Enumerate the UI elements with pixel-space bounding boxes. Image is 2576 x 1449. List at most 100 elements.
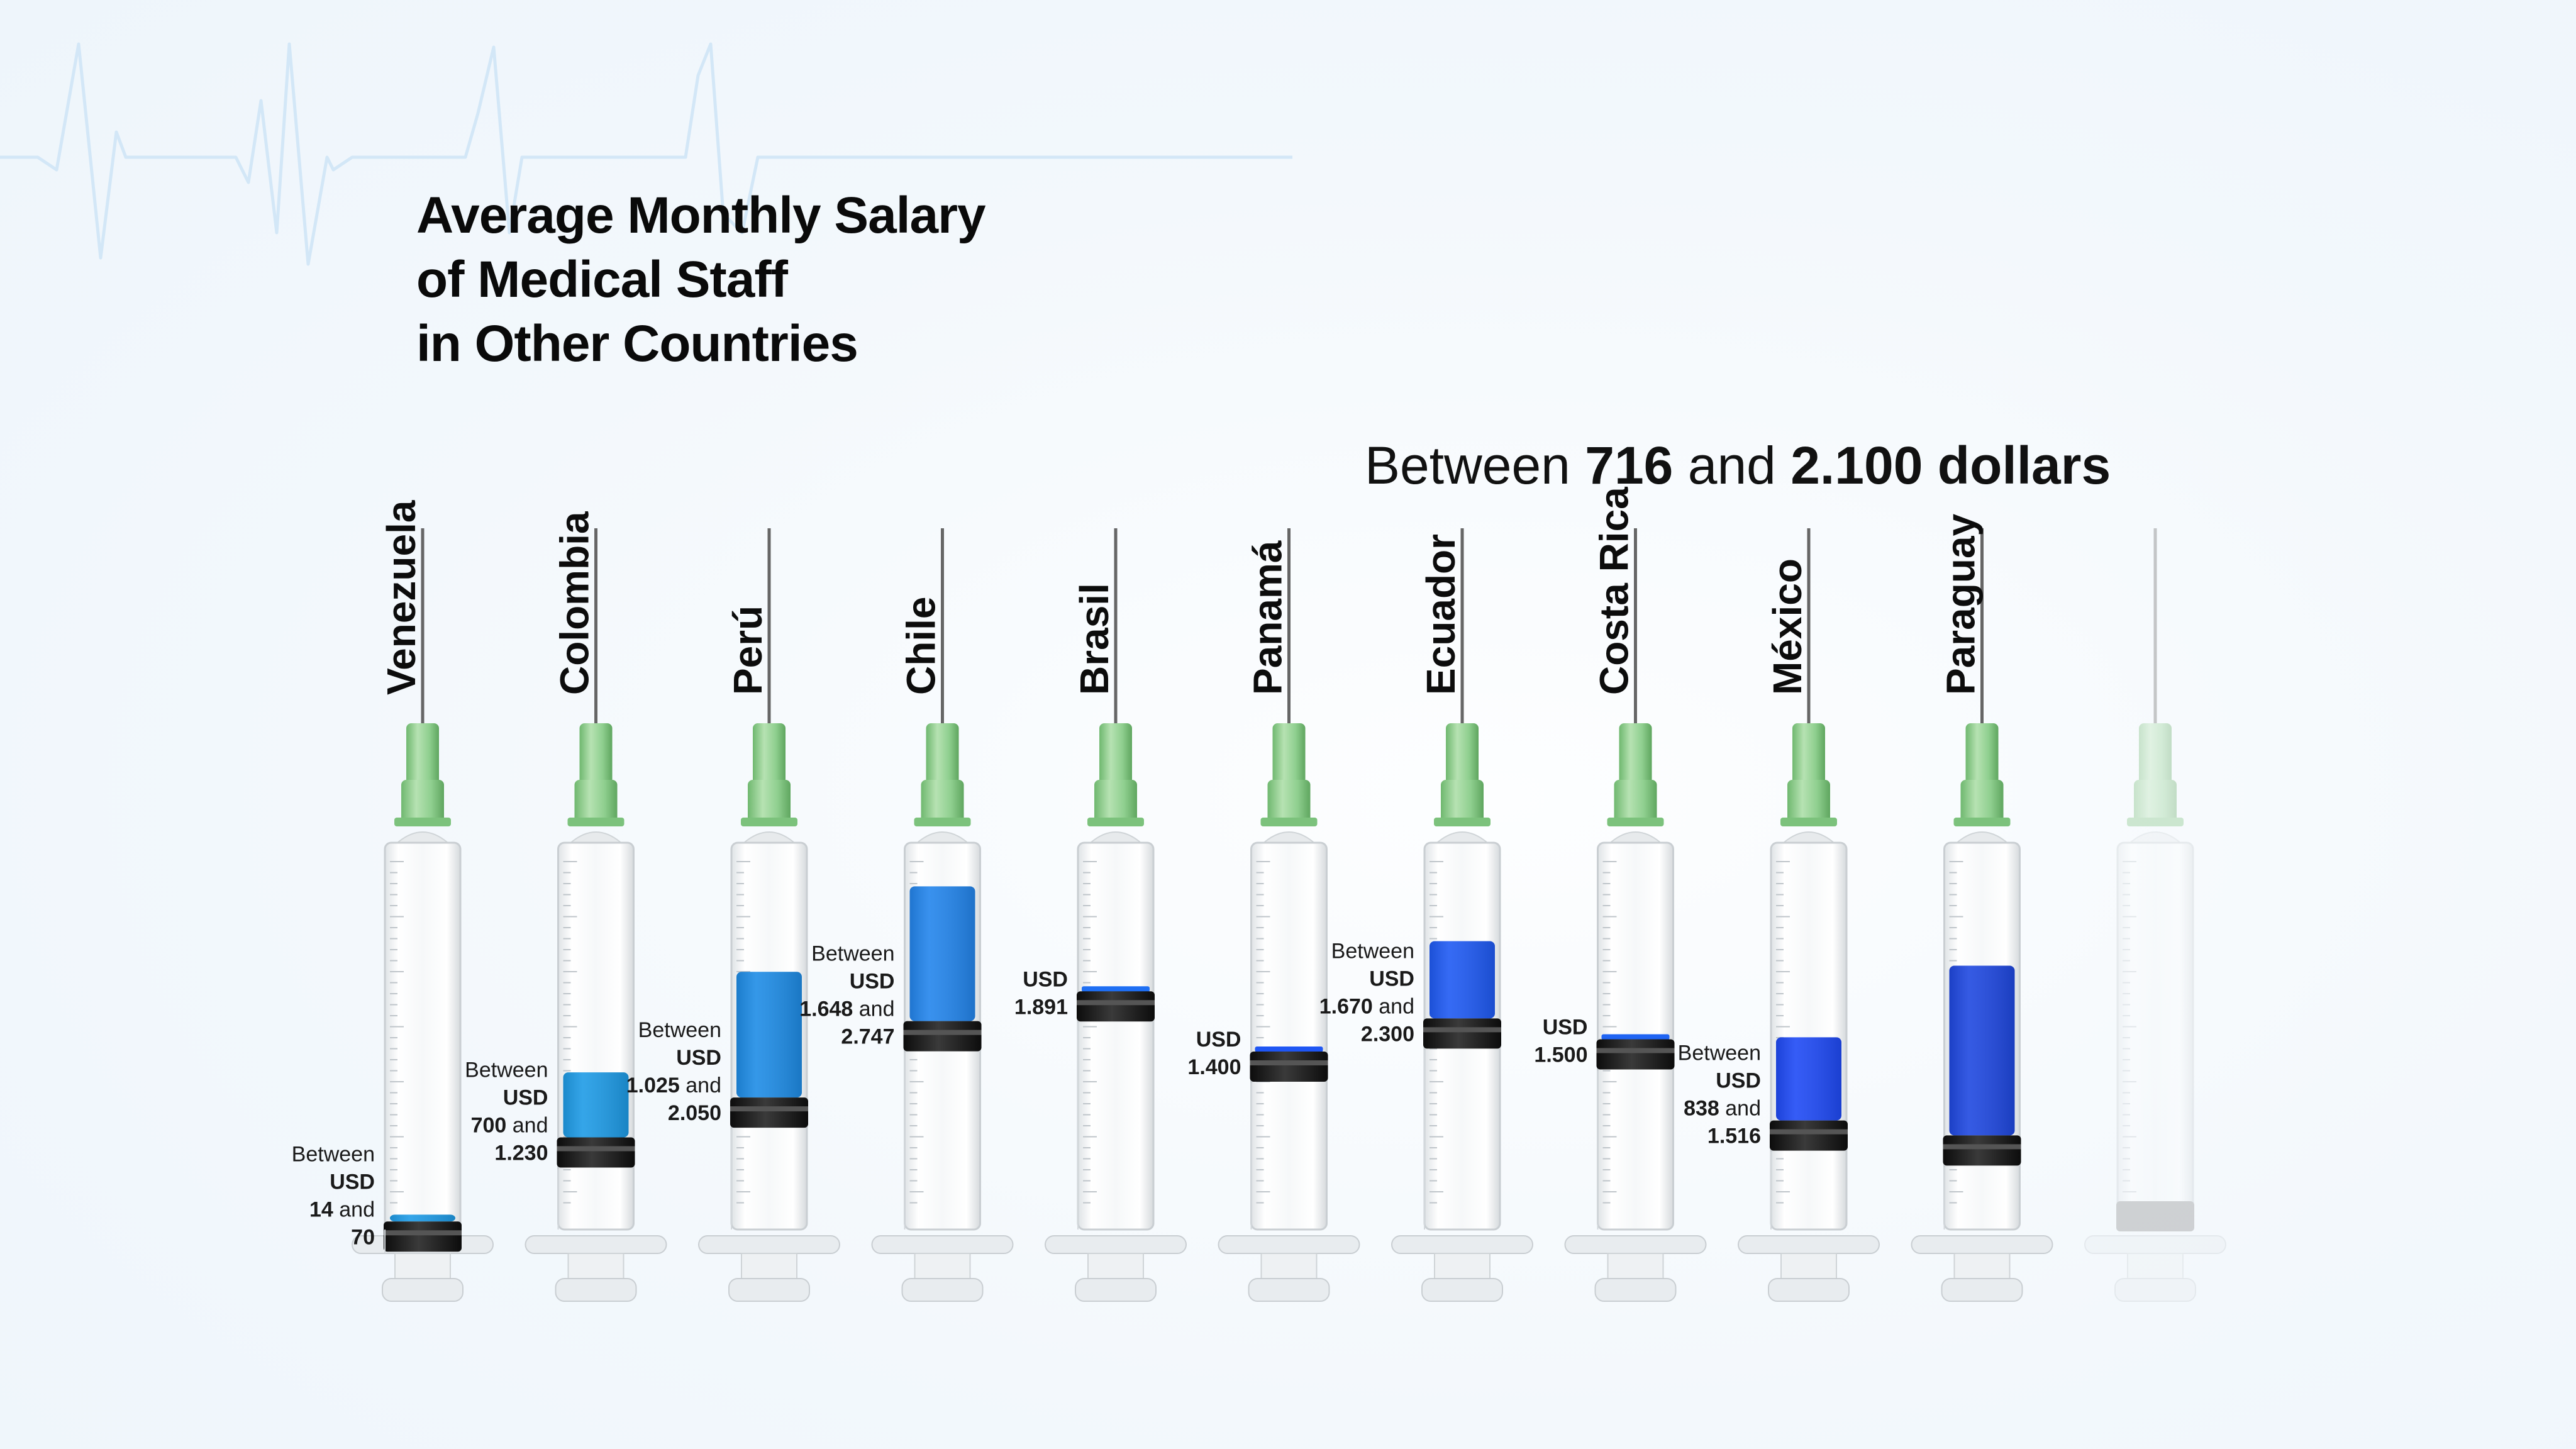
value-label: Between [1331,939,1414,963]
liquid-shading [563,1072,629,1138]
subtitle-high: 2.100 dollars [1790,436,2111,495]
barrel-tip [1608,831,1663,843]
value-label: Between [292,1142,375,1166]
needle-hub-ring [2127,818,2184,826]
finger-flange [2084,1235,2226,1254]
plunger-rod [2127,1253,2184,1279]
barrel-tip [915,831,970,843]
thumb-press [1421,1278,1503,1302]
syringe: Ecuador Between USD 1.670 and 2.300 [1319,528,1533,1302]
plunger-stopper [903,1021,982,1052]
country-label: Perú [725,606,770,695]
needle-hub-base [1787,780,1830,824]
value-label: USD [1196,1028,1241,1052]
finger-flange [1564,1235,1707,1254]
liquid-shading [736,972,802,1098]
empty-syringe [2084,528,2226,1302]
needle-hub-ring [1953,818,2011,826]
barrel-tip [1955,831,2009,843]
needle-hub [2139,723,2172,786]
value-label: USD [1023,967,1068,991]
finger-flange [1738,1235,1880,1254]
syringe: Paraguay [1911,513,2053,1302]
barrel-tip [742,831,796,843]
thumb-press [728,1278,810,1302]
plunger-stopper [1770,1120,1848,1151]
value-label: USD [676,1046,721,1070]
thumb-press [1768,1278,1850,1302]
barrel-tip [1782,831,1836,843]
liquid-line [1082,986,1150,992]
finger-flange [1911,1235,2053,1254]
liquid-shading [390,1214,455,1222]
needle-hub-base [574,780,618,824]
plunger-rod [1607,1253,1664,1279]
needle-hub-base [1441,780,1484,824]
value-label-number: 838 [1684,1097,1725,1121]
liquid-shading [1776,1037,1841,1121]
value-label: Between [465,1058,548,1082]
needle-hub [1099,723,1132,786]
value-label: 1.230 [494,1141,548,1165]
needle-hub-base [401,780,444,824]
barrel-tip [569,831,623,843]
thumb-press [2114,1278,2196,1302]
needle-hub-ring [1087,818,1144,826]
plunger-rod [1260,1253,1318,1279]
value-label: 1.516 [1707,1124,1761,1148]
barrel-tip [1435,831,1489,843]
liquid-shading [1949,965,2015,1136]
finger-flange [525,1235,667,1254]
barrel [1770,841,1848,1231]
needle-hub-base [1094,780,1137,824]
chart-subtitle: Between 716 and 2.100 dollars [1365,434,2111,497]
finger-flange [1218,1235,1360,1254]
syringe: México Between USD 838 and 1.516 [1678,528,1880,1302]
value-label-number: 1.025 [626,1074,686,1097]
chart-title: Average Monthly Salary of Medical Staff … [416,184,986,376]
value-label-connector: and [686,1074,721,1097]
needle-hub-ring [914,818,971,826]
needle-hub-base [748,780,791,824]
value-label: 1.400 [1187,1055,1241,1079]
needle-hub [1446,723,1479,786]
barrel-tip [2128,831,2182,843]
country-label: Brasil [1072,583,1117,695]
liquid-shading [1430,941,1495,1019]
plunger-rod [567,1253,625,1279]
plunger-stopper [1943,1135,2021,1166]
value-label: 2.747 [841,1025,894,1049]
needle-hub-base [2134,780,2177,824]
syringe: Panamá USD 1.400 [1187,528,1360,1302]
liquid-line [1601,1034,1670,1040]
needle-hub [406,723,439,786]
thumb-press [1075,1278,1157,1302]
liquid-shading [909,886,975,1021]
value-label: Between [638,1018,721,1042]
syringe: Venezuela Between USD 14 and 70 [292,500,494,1302]
needle-hub [1272,723,1306,786]
plunger-rod [1087,1253,1144,1279]
needle-hub-base [1960,780,2004,824]
value-label: 2.300 [1361,1022,1414,1046]
finger-flange [1045,1235,1187,1254]
liquid-line [1255,1046,1323,1052]
barrel [557,841,635,1231]
value-label-connector: and [1379,994,1414,1018]
value-label: 2.050 [668,1101,721,1125]
plunger-stopper-ridge [903,1030,982,1035]
thumb-press [1941,1278,2023,1302]
thumb-press [382,1278,464,1302]
needle-hub [1965,723,1999,786]
title-line: Average Monthly Salary [416,187,986,244]
value-label: 1.891 [1014,995,1068,1019]
plunger-stopper-ridge [1596,1048,1675,1053]
value-label: USD [1716,1069,1761,1093]
plunger-stopper-ridge [1943,1144,2021,1150]
value-label-connector: and [339,1197,375,1221]
value-label: Between [811,942,894,966]
needle-hub-ring [567,818,625,826]
title-line: in Other Countries [416,315,858,372]
needle-hub [579,723,613,786]
